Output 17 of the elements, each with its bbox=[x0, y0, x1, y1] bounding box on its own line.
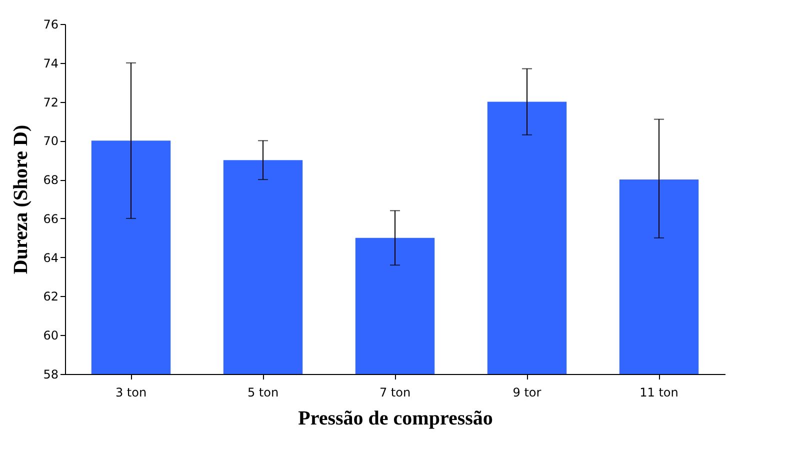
x-tick-label: 5 ton bbox=[247, 386, 279, 400]
y-tick-label: 64 bbox=[43, 250, 58, 265]
y-tick-label: 58 bbox=[43, 368, 58, 382]
y-tick-label: 60 bbox=[43, 328, 58, 343]
x-tick-label: 3 ton bbox=[115, 386, 147, 400]
y-axis-title: Dureza (Shore D) bbox=[10, 124, 32, 274]
x-axis-title: Pressão de compressão bbox=[298, 408, 493, 430]
x-tick-label: 9 tor bbox=[512, 386, 542, 400]
y-tick-label: 68 bbox=[43, 173, 58, 188]
y-tick-label: 70 bbox=[43, 134, 58, 148]
y-tick-label: 74 bbox=[43, 56, 58, 70]
x-tick-label: 11 ton bbox=[640, 386, 678, 400]
x-tick-label: 7 ton bbox=[379, 386, 411, 400]
y-tick-label: 62 bbox=[43, 290, 58, 304]
y-tick-label: 66 bbox=[43, 212, 58, 226]
y-tick-label: 76 bbox=[43, 18, 58, 32]
y-tick-label: 72 bbox=[43, 95, 58, 110]
